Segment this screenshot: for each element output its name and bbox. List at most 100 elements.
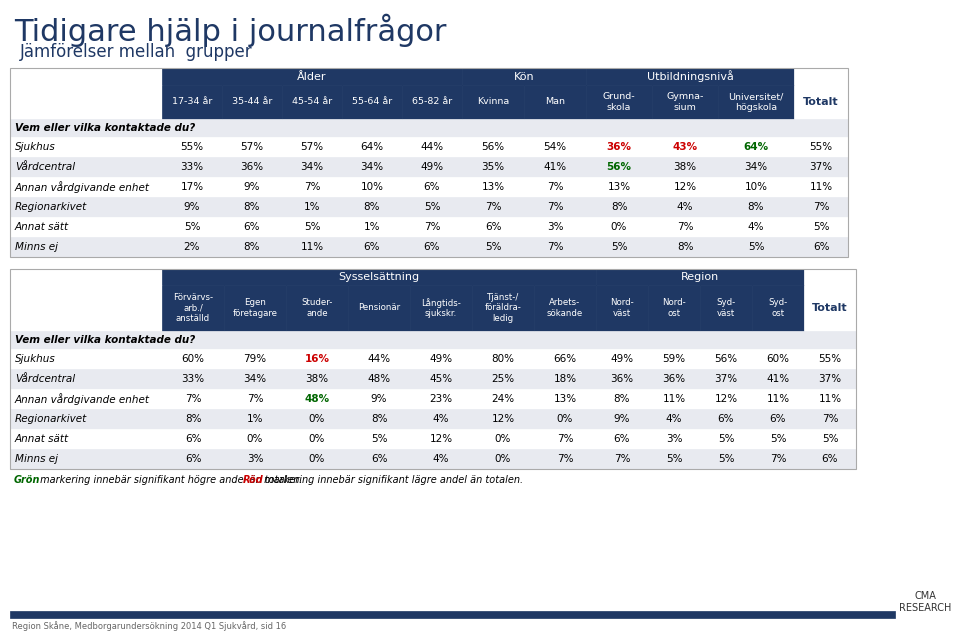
Text: 36%: 36% — [240, 162, 264, 172]
Text: Utbildningsnivå: Utbildningsnivå — [647, 70, 733, 83]
Text: 35%: 35% — [481, 162, 505, 172]
Text: 0%: 0% — [309, 454, 325, 464]
Text: 41%: 41% — [543, 162, 566, 172]
Bar — [10, 137, 848, 157]
Text: 57%: 57% — [300, 142, 324, 152]
Text: 6%: 6% — [613, 434, 631, 444]
Text: 59%: 59% — [662, 354, 685, 364]
Text: Regionarkivet: Regionarkivet — [15, 414, 87, 424]
Text: 37%: 37% — [714, 374, 737, 384]
Text: 0%: 0% — [309, 434, 325, 444]
Text: 8%: 8% — [184, 414, 202, 424]
Text: 36%: 36% — [607, 142, 632, 152]
Text: 8%: 8% — [244, 202, 260, 212]
Text: 64%: 64% — [743, 142, 769, 152]
Bar — [586, 68, 794, 85]
Text: Annan vårdgivande enhet: Annan vårdgivande enhet — [15, 393, 150, 405]
Text: 55-64 år: 55-64 år — [352, 97, 392, 106]
Text: Grund-
skola: Grund- skola — [603, 92, 636, 112]
Text: 3%: 3% — [547, 222, 564, 232]
Bar — [10, 409, 856, 429]
Bar — [596, 285, 648, 331]
Text: 7%: 7% — [184, 394, 202, 404]
Text: 4%: 4% — [433, 454, 449, 464]
Bar — [10, 429, 856, 449]
Text: 5%: 5% — [611, 242, 627, 252]
Text: 36%: 36% — [611, 374, 634, 384]
Text: 5%: 5% — [748, 242, 764, 252]
Text: 6%: 6% — [423, 182, 441, 192]
Bar — [10, 68, 162, 85]
Text: 0%: 0% — [557, 414, 573, 424]
Text: 6%: 6% — [184, 454, 202, 464]
Text: 9%: 9% — [244, 182, 260, 192]
Text: 57%: 57% — [240, 142, 264, 152]
Text: 6%: 6% — [485, 222, 501, 232]
Text: Nord-
ost: Nord- ost — [662, 298, 685, 317]
Bar — [342, 85, 402, 119]
Text: 3%: 3% — [665, 434, 683, 444]
Text: Minns ej: Minns ej — [15, 242, 58, 252]
Text: 54%: 54% — [543, 142, 566, 152]
Text: 34%: 34% — [300, 162, 324, 172]
Text: 8%: 8% — [748, 202, 764, 212]
Text: 12%: 12% — [714, 394, 737, 404]
Text: Universitet/
högskola: Universitet/ högskola — [729, 92, 783, 112]
Text: 36%: 36% — [662, 374, 685, 384]
Bar — [648, 285, 700, 331]
Text: 6%: 6% — [244, 222, 260, 232]
Text: 11%: 11% — [809, 182, 832, 192]
Text: 6%: 6% — [718, 414, 734, 424]
Text: 49%: 49% — [611, 354, 634, 364]
Text: 8%: 8% — [611, 202, 627, 212]
Text: 6%: 6% — [371, 454, 387, 464]
Text: 5%: 5% — [303, 222, 321, 232]
Text: 5%: 5% — [423, 202, 441, 212]
Text: 13%: 13% — [481, 182, 505, 192]
Text: 37%: 37% — [809, 162, 832, 172]
Text: 5%: 5% — [183, 222, 201, 232]
Text: 44%: 44% — [420, 142, 444, 152]
Text: Långtids-
sjukskr.: Långtids- sjukskr. — [421, 298, 461, 318]
Text: 1%: 1% — [247, 414, 263, 424]
Bar — [700, 285, 752, 331]
Text: Vårdcentral: Vårdcentral — [15, 162, 75, 172]
Text: 60%: 60% — [181, 354, 204, 364]
Bar — [10, 85, 162, 119]
Text: Vem eller vilka kontaktade du?: Vem eller vilka kontaktade du? — [15, 335, 195, 345]
Bar — [752, 285, 804, 331]
Text: 48%: 48% — [368, 374, 391, 384]
Text: 64%: 64% — [360, 142, 384, 152]
Text: 2%: 2% — [183, 242, 201, 252]
Text: 45-54 år: 45-54 år — [292, 97, 332, 106]
Text: 79%: 79% — [244, 354, 267, 364]
Text: Region: Region — [681, 272, 719, 282]
Bar — [794, 85, 848, 119]
Text: CMA
RESEARCH: CMA RESEARCH — [899, 591, 951, 613]
Bar — [718, 85, 794, 119]
Bar — [10, 237, 848, 257]
Bar — [282, 85, 342, 119]
Text: 8%: 8% — [244, 242, 260, 252]
Text: 0%: 0% — [494, 434, 511, 444]
Bar — [794, 68, 848, 85]
Text: Röd: Röd — [243, 475, 264, 485]
Text: 43%: 43% — [672, 142, 698, 152]
Text: 55%: 55% — [809, 142, 832, 152]
Text: 6%: 6% — [770, 414, 786, 424]
Text: 7%: 7% — [557, 454, 573, 464]
Text: 8%: 8% — [613, 394, 631, 404]
Text: markering innebär signifikant högre andel än totalen.: markering innebär signifikant högre ande… — [37, 475, 305, 485]
Bar — [10, 197, 848, 217]
Bar — [10, 369, 856, 389]
Text: 7%: 7% — [613, 454, 631, 464]
Text: Gymna-
sium: Gymna- sium — [666, 92, 704, 112]
Text: Sjukhus: Sjukhus — [15, 142, 56, 152]
Text: 4%: 4% — [677, 202, 693, 212]
Text: 33%: 33% — [181, 374, 204, 384]
Bar — [222, 85, 282, 119]
Bar — [10, 349, 856, 369]
Text: Arbets-
sökande: Arbets- sökande — [547, 298, 583, 317]
Text: Jämförelser mellan  grupper: Jämförelser mellan grupper — [20, 43, 252, 61]
Text: 5%: 5% — [822, 434, 838, 444]
